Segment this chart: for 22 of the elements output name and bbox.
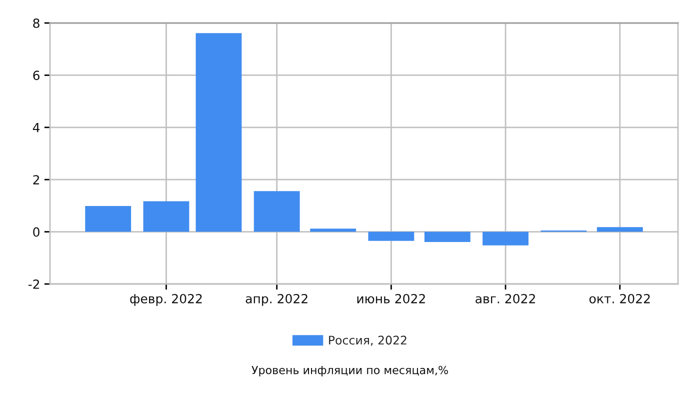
x-tick-label: февр. 2022 [130,294,202,306]
y-tick-label: 8 [33,18,40,28]
y-tick-label: 0 [33,227,40,237]
legend-label: Россия, 2022 [329,336,406,346]
bar [482,232,528,246]
bar [85,206,132,232]
bar [368,232,414,241]
y-tick-label: 6 [33,70,40,80]
x-tick-label: июнь 2022 [357,294,425,304]
x-tick-label: окт. 2022 [589,294,650,304]
bar [254,191,300,232]
bar [196,33,242,232]
bar [424,232,470,242]
y-tick-label: 2 [33,175,40,184]
x-tick-label: авг. 2022 [476,294,535,304]
y-tick-label: 4 [32,123,40,132]
bar [310,228,356,232]
text: Уровень инфляции по месяцам,% [252,366,448,376]
y-tick-label: -2 [28,279,40,289]
x-tick-label: апр. 2022 [246,294,308,306]
bar [143,201,190,232]
bar [596,227,643,232]
